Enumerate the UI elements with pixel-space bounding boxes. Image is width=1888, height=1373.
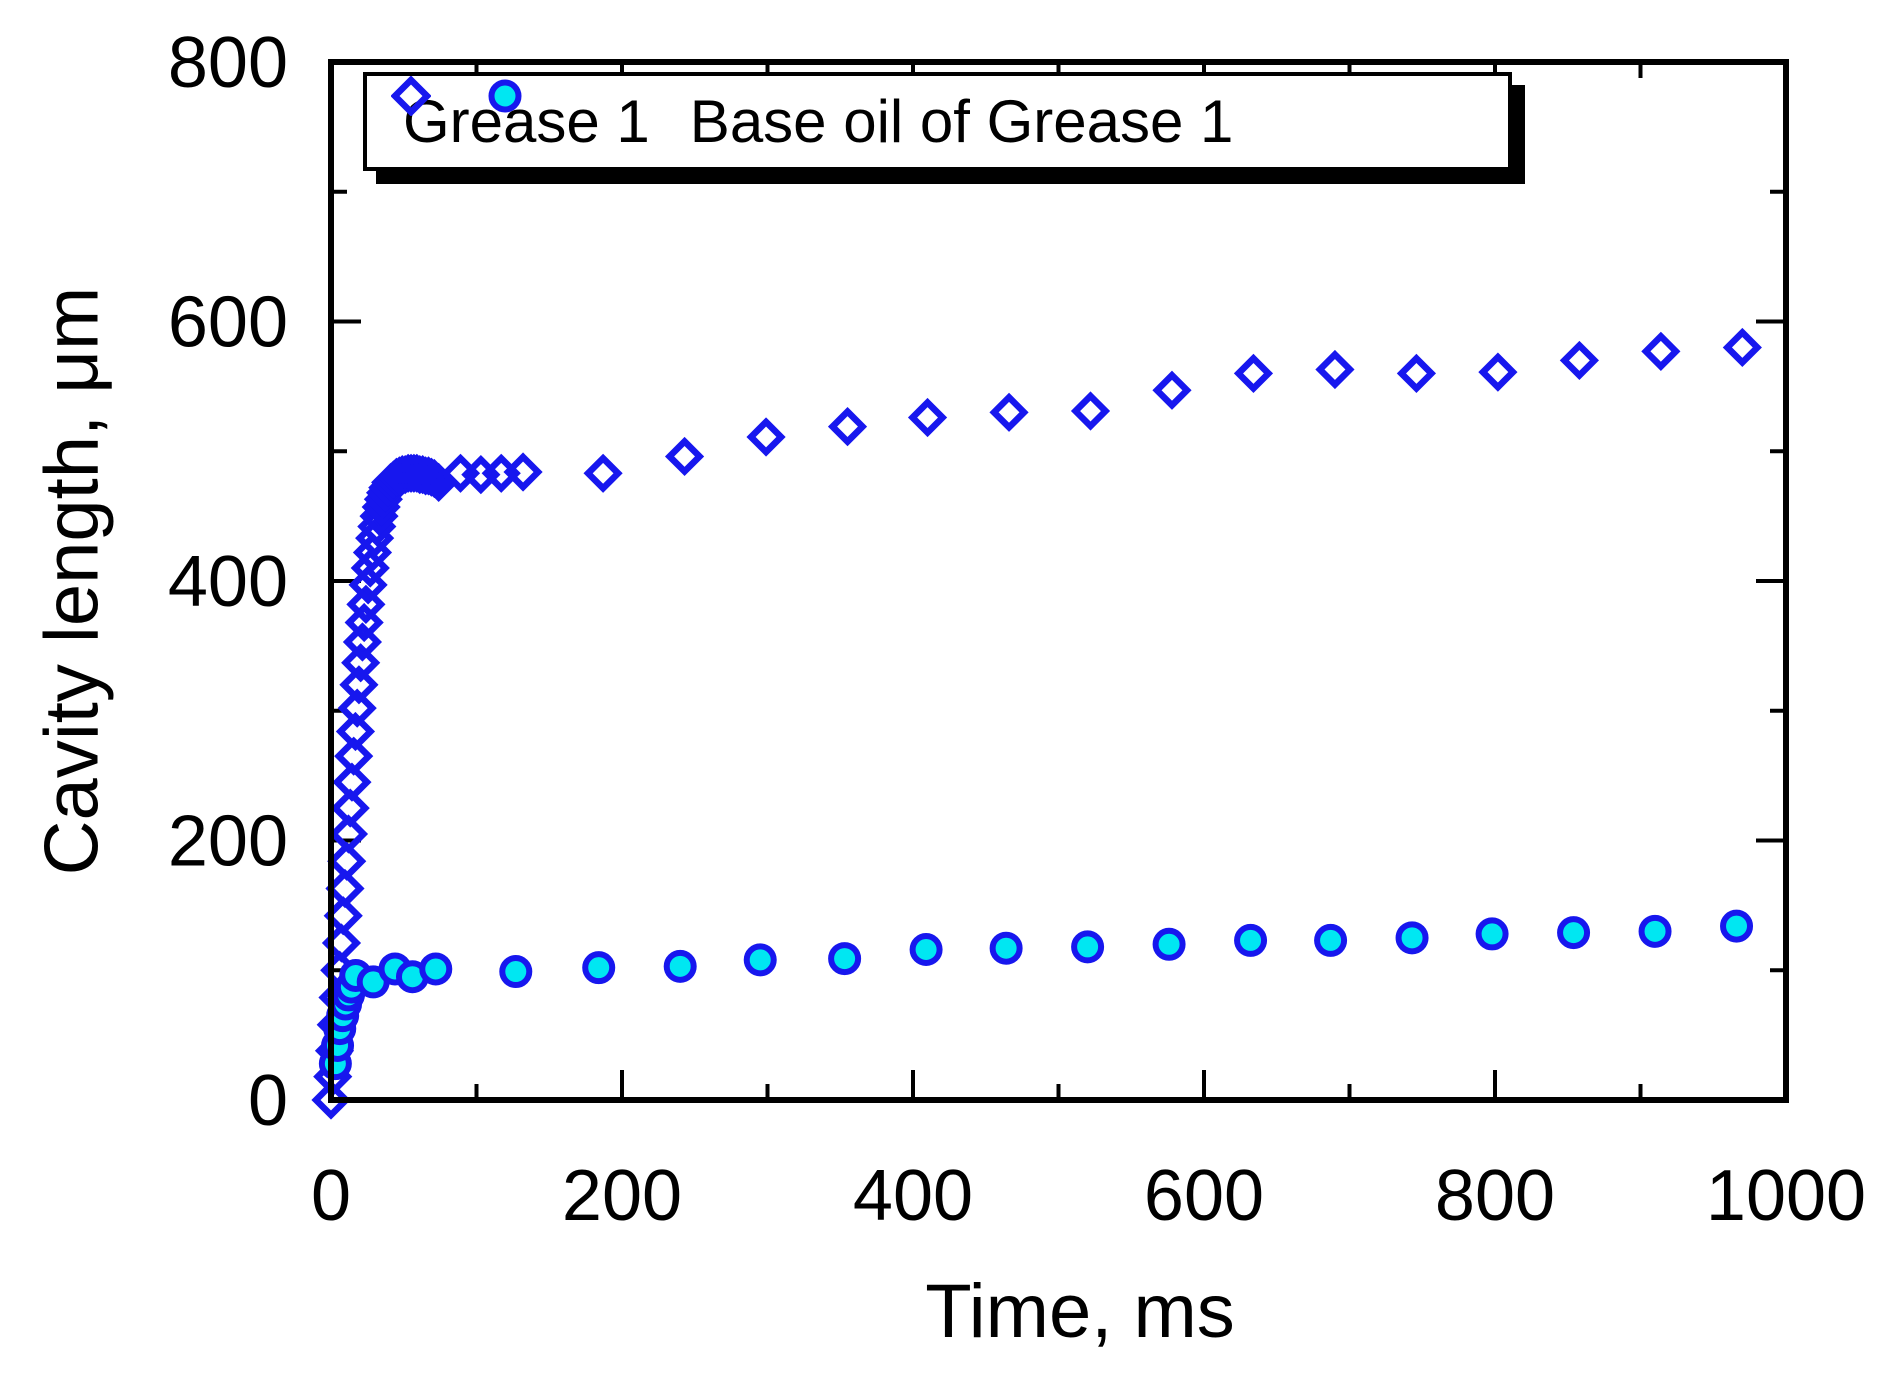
legend-label-grease-1: Grease 1 — [403, 88, 650, 155]
data-point-grease-1 — [342, 622, 383, 662]
data-point-grease-1 — [335, 711, 376, 752]
data-point-base-oil — [743, 943, 777, 977]
data-point-grease-1 — [827, 407, 868, 447]
data-point-grease-1 — [746, 417, 786, 457]
data-point-grease-1 — [346, 584, 386, 624]
data-point-grease-1 — [1641, 331, 1681, 371]
data-point-base-oil — [909, 932, 943, 966]
legend-label-base-oil: Base oil of Grease 1 — [689, 88, 1234, 155]
x-tick-label: 0 — [311, 1156, 351, 1236]
legend-box: Grease 1 Base oil of Grease 1 — [363, 72, 1512, 171]
data-point-grease-1 — [339, 665, 379, 705]
legend-filled-circle-icon — [488, 79, 522, 113]
data-point-grease-1 — [332, 762, 372, 802]
data-point-grease-1 — [348, 565, 388, 605]
data-point-grease-1 — [907, 397, 948, 438]
x-tick-label: 200 — [562, 1156, 682, 1236]
x-tick-label: 400 — [853, 1156, 973, 1236]
data-point-grease-1 — [664, 436, 705, 477]
data-point-base-oil — [1557, 916, 1591, 950]
data-point-base-oil — [582, 951, 616, 985]
data-point-grease-1 — [1152, 370, 1192, 410]
y-tick-label: 600 — [168, 283, 288, 363]
data-point-grease-1 — [328, 814, 369, 854]
x-tick-label: 800 — [1435, 1156, 1555, 1236]
y-tick-label: 200 — [168, 802, 288, 882]
data-point-grease-1 — [503, 452, 543, 492]
data-point-grease-1 — [325, 868, 365, 909]
data-point-base-oil — [419, 952, 453, 986]
data-point-base-oil — [1071, 930, 1105, 964]
data-point-base-oil — [1314, 923, 1348, 957]
y-axis-title: Cavity length, μm — [29, 286, 115, 876]
data-point-grease-1 — [311, 1080, 351, 1120]
data-point-grease-1 — [337, 688, 377, 728]
data-point-base-oil — [1638, 914, 1672, 948]
data-point-base-oil — [1720, 909, 1754, 943]
x-axis-title: Time, ms — [925, 1269, 1235, 1354]
y-tick-label: 800 — [168, 23, 288, 103]
data-point-base-oil — [1234, 923, 1268, 957]
data-point-grease-1 — [583, 453, 623, 493]
data-point-grease-1 — [1070, 391, 1111, 431]
data-point-base-oil — [828, 942, 862, 976]
x-tick-label: 1000 — [1706, 1156, 1866, 1236]
data-point-grease-1 — [330, 788, 370, 828]
y-tick-label: 400 — [168, 542, 288, 622]
data-point-base-oil — [1475, 917, 1509, 951]
x-tick-label: 600 — [1144, 1156, 1264, 1236]
data-point-grease-1 — [1722, 327, 1762, 368]
legend-open-diamond-icon — [391, 76, 431, 116]
data-point-base-oil — [1152, 927, 1186, 961]
plot-frame — [328, 59, 1789, 1103]
data-point-grease-1 — [989, 392, 1029, 432]
data-point-grease-1 — [334, 736, 374, 776]
data-point-base-oil — [499, 955, 533, 989]
data-point-grease-1 — [341, 643, 381, 683]
data-point-base-oil — [1395, 921, 1429, 955]
data-point-grease-1 — [1478, 352, 1518, 392]
data-point-base-oil — [663, 949, 697, 983]
y-tick-label: 0 — [248, 1061, 288, 1141]
data-point-grease-1 — [1396, 353, 1437, 393]
data-point-grease-1 — [344, 602, 384, 643]
data-point-grease-1 — [1233, 353, 1274, 393]
data-point-base-oil — [989, 931, 1023, 965]
data-point-grease-1 — [1315, 349, 1355, 390]
data-point-grease-1 — [1559, 340, 1599, 381]
data-point-grease-1 — [327, 841, 367, 881]
